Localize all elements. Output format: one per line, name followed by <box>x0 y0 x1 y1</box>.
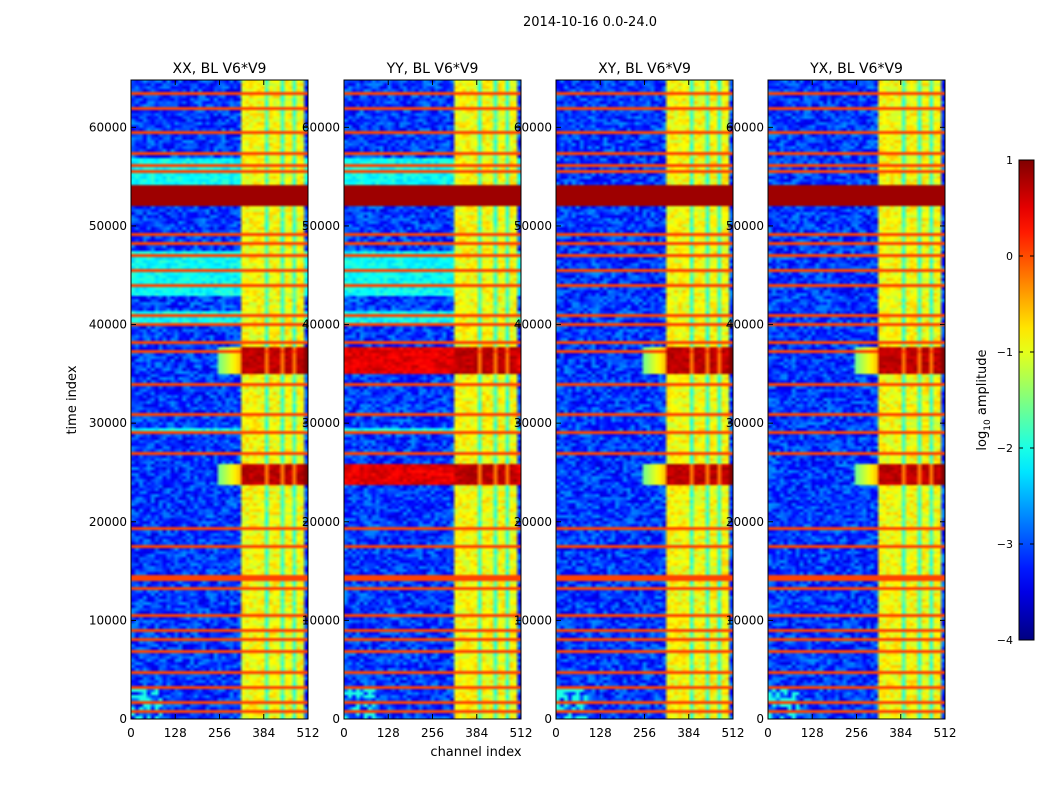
colorbar-gradient <box>1018 159 1035 641</box>
heatmap-image-xx <box>131 80 308 719</box>
x-tick-label: 256 <box>845 726 868 740</box>
x-tick-label: 384 <box>677 726 700 740</box>
panel-yx: YX, BL V6*V9 0 128 256 384 512 0 10000 20000 3000… <box>726 61 957 740</box>
x-tick-label: 256 <box>633 726 656 740</box>
y-tick-label: 30000 <box>89 416 127 430</box>
heatmap-image-yy <box>344 80 521 719</box>
y-tick-label: 20000 <box>514 515 552 529</box>
colorbar: 1 0 −1 −2 −3 −4 <box>997 154 1035 647</box>
y-tick-label: 60000 <box>514 120 552 134</box>
x-axis-label: channel index <box>430 745 521 760</box>
y-tick-label: 20000 <box>726 515 764 529</box>
y-tick-label: 40000 <box>89 318 127 332</box>
panel-title: YY, BL V6*V9 <box>386 61 479 77</box>
x-tick-label: 0 <box>552 726 560 740</box>
colorbar-tick-label: −2 <box>997 442 1013 455</box>
panel-title: YX, BL V6*V9 <box>809 61 903 77</box>
panel-xy: XY, BL V6*V9 0 128 256 384 512 0 10000 20000 3000… <box>514 61 745 740</box>
y-tick-label: 40000 <box>726 318 764 332</box>
y-tick-label: 10000 <box>514 613 552 627</box>
x-tick-label: 256 <box>208 726 231 740</box>
x-tick-label: 384 <box>252 726 275 740</box>
y-tick-label: 30000 <box>726 416 764 430</box>
y-axis-label: time index <box>65 365 80 434</box>
colorbar-tick-label: −4 <box>997 634 1013 647</box>
x-tick-label: 384 <box>889 726 912 740</box>
panel-title: XX, BL V6*V9 <box>173 61 267 77</box>
x-tick-label: 0 <box>340 726 348 740</box>
colorbar-label-tail: amplitude <box>975 349 990 419</box>
y-tick-label: 50000 <box>89 219 127 233</box>
x-tick-label: 512 <box>934 726 957 740</box>
y-tick-label: 50000 <box>302 219 340 233</box>
x-tick-label: 256 <box>421 726 444 740</box>
heatmap-image-yx <box>768 80 945 719</box>
y-tick-label: 60000 <box>89 120 127 134</box>
y-tick-label: 30000 <box>302 416 340 430</box>
y-tick-label: 40000 <box>514 318 552 332</box>
colorbar-label-subscript: 10 <box>983 419 993 431</box>
heatmap-image-xy <box>556 80 733 719</box>
y-tick-label: 40000 <box>302 318 340 332</box>
y-tick-label: 20000 <box>302 515 340 529</box>
colorbar-tick-label: −3 <box>997 538 1013 551</box>
colorbar-tick-label: 0 <box>1006 250 1013 263</box>
y-tick-label: 10000 <box>89 613 127 627</box>
colorbar-tick-label: −1 <box>997 346 1013 359</box>
x-tick-label: 128 <box>164 726 187 740</box>
y-tick-label: 10000 <box>726 613 764 627</box>
colorbar-label-main: log <box>975 431 990 451</box>
x-tick-label: 512 <box>297 726 320 740</box>
y-tick-label: 60000 <box>302 120 340 134</box>
y-tick-label: 0 <box>544 712 552 726</box>
x-tick-label: 128 <box>801 726 824 740</box>
x-tick-label: 512 <box>510 726 533 740</box>
y-tick-label: 30000 <box>514 416 552 430</box>
y-tick-label: 0 <box>756 712 764 726</box>
panel-xx: XX, BL V6*V9 0 128 256 384 512 0 10000 20000 3000… <box>89 61 320 740</box>
y-tick-label: 20000 <box>89 515 127 529</box>
x-tick-label: 512 <box>722 726 745 740</box>
x-tick-label: 128 <box>589 726 612 740</box>
y-tick-label: 0 <box>119 712 127 726</box>
colorbar-label: log10 amplitude <box>975 349 993 450</box>
figure-suptitle: 2014-10-16 0.0-24.0 <box>523 15 657 30</box>
x-tick-label: 384 <box>465 726 488 740</box>
y-tick-label: 50000 <box>514 219 552 233</box>
y-tick-label: 60000 <box>726 120 764 134</box>
x-tick-label: 0 <box>127 726 135 740</box>
y-tick-label: 0 <box>332 712 340 726</box>
panel-yy: YY, BL V6*V9 0 128 256 384 512 0 10000 20000 3000… <box>302 61 533 740</box>
panel-title: XY, BL V6*V9 <box>598 61 691 77</box>
colorbar-tick-label: 1 <box>1006 154 1013 167</box>
y-tick-label: 10000 <box>302 613 340 627</box>
y-tick-label: 50000 <box>726 219 764 233</box>
x-tick-label: 0 <box>764 726 772 740</box>
x-tick-label: 128 <box>377 726 400 740</box>
